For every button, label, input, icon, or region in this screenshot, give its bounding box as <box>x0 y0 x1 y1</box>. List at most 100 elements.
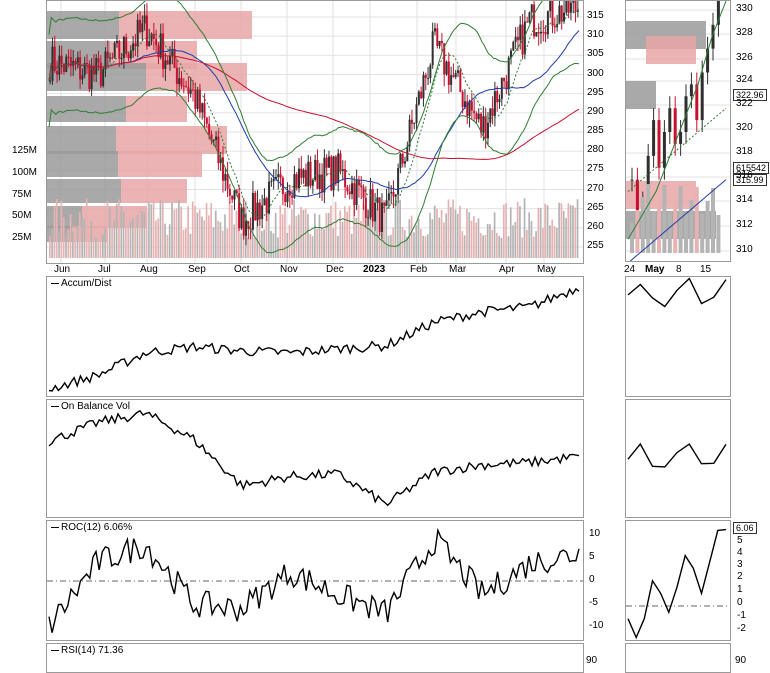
candle-body <box>109 57 112 59</box>
volume-bar <box>249 232 252 258</box>
volume-bar <box>667 212 672 253</box>
volume-bar <box>507 236 510 258</box>
candle-body <box>83 63 86 76</box>
volume-bar <box>551 219 554 258</box>
month-label: Feb <box>410 264 428 275</box>
volume-bar <box>240 233 242 258</box>
candle-body <box>569 2 572 13</box>
candle-body <box>185 86 188 88</box>
candle-body <box>157 45 160 58</box>
volume-tag: 615542 <box>733 162 770 174</box>
candle-body <box>203 103 206 118</box>
volume-bar <box>332 228 335 258</box>
candle-body <box>417 91 420 105</box>
volume-bar <box>53 205 56 258</box>
volume-bar <box>463 235 466 258</box>
volume-bar <box>410 215 413 258</box>
volume-bar <box>562 210 565 258</box>
volume-bar <box>443 222 445 258</box>
volume-bar <box>535 231 537 258</box>
price-tick-label: 265 <box>587 201 604 213</box>
candle-body <box>293 174 296 198</box>
candle-body <box>53 46 56 72</box>
candle-body <box>346 187 349 192</box>
candle-body <box>512 41 515 51</box>
price-panel <box>46 0 584 264</box>
candle-body <box>657 120 661 168</box>
candle-body <box>74 60 77 64</box>
candle-body <box>173 48 176 68</box>
candle-body <box>408 119 411 147</box>
volume-bar <box>337 235 339 258</box>
candle-body <box>369 189 372 218</box>
candle-body <box>355 180 358 205</box>
volume-bar <box>152 198 155 258</box>
candle-body <box>700 72 704 121</box>
volume-bar <box>106 201 109 258</box>
candle-body <box>516 36 519 41</box>
sma-tag: 315.99 <box>733 174 767 186</box>
volume-bar <box>574 207 577 258</box>
volume-bar <box>108 206 111 258</box>
candle-body <box>385 200 388 206</box>
detail-tick-label: 320 <box>736 122 753 133</box>
volume-bar <box>311 236 314 258</box>
candle-body <box>364 197 367 218</box>
volume-bar <box>219 222 222 258</box>
candle-body <box>228 188 231 196</box>
roc-tick-label: 0 <box>589 574 595 585</box>
candle-body <box>189 89 192 94</box>
volume-tick-label: 75M <box>12 189 32 200</box>
candle-body <box>321 174 324 193</box>
volume-bar <box>323 229 325 258</box>
volume-bar <box>422 235 425 258</box>
volume-by-price-up-bar <box>47 179 121 203</box>
volume-bar <box>415 225 418 258</box>
volume-bar <box>325 213 328 258</box>
candle-body <box>205 117 208 124</box>
candle-body <box>69 57 72 66</box>
candle-body <box>224 174 227 181</box>
candle-body <box>288 191 291 196</box>
candle-body <box>286 191 289 203</box>
obv-detail-chart <box>627 442 727 468</box>
volume-bar <box>371 203 374 258</box>
candle-body <box>424 75 427 79</box>
volume-bar <box>523 198 526 258</box>
candle-body <box>646 155 650 204</box>
roc-tick-label: -5 <box>589 597 598 608</box>
sma-50-line <box>629 179 727 261</box>
candle-body <box>102 69 105 87</box>
price-tick-label: 275 <box>587 163 604 175</box>
candle-body <box>51 46 54 81</box>
volume-bar <box>567 203 570 258</box>
volume-bar <box>438 217 441 258</box>
candle-body <box>67 56 70 58</box>
detail-tick-label: 318 <box>736 146 753 157</box>
volume-bar <box>489 224 491 258</box>
volume-bar <box>466 208 468 258</box>
price-tick-label: 315 <box>587 10 604 21</box>
volume-bar <box>113 220 116 258</box>
candle-body <box>132 43 135 51</box>
volume-bar <box>293 199 295 258</box>
volume-bar <box>475 222 478 258</box>
candle-body <box>695 84 699 121</box>
volume-tick-label: 25M <box>12 232 32 243</box>
accum-dist-chart <box>48 287 580 392</box>
indicator-line <box>48 409 580 507</box>
volume-bar <box>378 231 381 258</box>
rsi-axis-label: 90 <box>586 655 598 666</box>
candle-body <box>454 72 457 78</box>
bollinger-upper-line <box>627 1 727 240</box>
volume-bar <box>277 237 279 258</box>
detail-month-label: 8 <box>676 264 682 275</box>
detail-chart <box>626 1 730 261</box>
volume-bar <box>78 212 81 258</box>
candle-body <box>376 197 379 203</box>
candle-body <box>129 50 132 59</box>
volume-bar <box>115 203 118 258</box>
volume-bar <box>330 205 332 258</box>
volume-bar <box>191 201 194 258</box>
volume-bar <box>447 199 450 258</box>
